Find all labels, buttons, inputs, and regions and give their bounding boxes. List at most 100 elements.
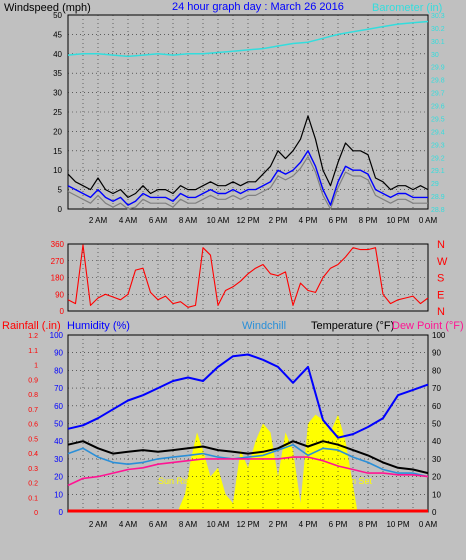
- wind-low-line: [67, 156, 428, 210]
- barometer-tick-label: 28.8: [431, 207, 445, 214]
- direction-degree-label: 0: [60, 307, 65, 316]
- wind-tick-label: 35: [53, 69, 62, 78]
- direction-compass-label: S: [437, 273, 444, 285]
- barometer-tick-label: 29.5: [431, 116, 445, 123]
- humidity-tick-label: 70: [54, 384, 63, 393]
- barometer-tick-label: 29.3: [431, 142, 445, 149]
- wind-gust-line: [67, 115, 429, 198]
- rainfall-tick-label: 0.1: [28, 495, 38, 502]
- rainfall-tick-label: 0.7: [28, 407, 38, 414]
- temperature-tick-label: 60: [432, 402, 441, 411]
- rainfall-tick-label: 0.5: [28, 436, 38, 443]
- temperature-ticks: 0 10 20 30 40 50 60 70 80 90 100: [432, 331, 446, 517]
- barometer-axis-ticks: 28.8 28.9 29 29.1 29.2 29.3 29.4 29.5 29.6 29.7 29…: [431, 13, 445, 214]
- barometer-tick-label: 29.9: [431, 65, 445, 72]
- direction-compass-label: N: [437, 306, 445, 318]
- time-tick-label: 2 PM: [269, 520, 288, 529]
- humidity-tick-label: 20: [54, 473, 63, 482]
- wind-direction-line: [67, 244, 429, 308]
- time-tick-label: 8 AM: [179, 520, 198, 529]
- humidity-tick-label: 10: [54, 490, 63, 499]
- temperature-series: [67, 353, 429, 513]
- rainfall-tick-label: 0.4: [28, 451, 38, 458]
- time-tick-label: 12 PM: [236, 520, 259, 529]
- time-tick-label: 2 AM: [89, 216, 108, 225]
- wind-tick-label: 50: [53, 11, 62, 20]
- humidity-axis-label: Humidity (%): [67, 320, 130, 332]
- wind-tick-label: 45: [53, 30, 62, 39]
- humidity-tick-label: 30: [54, 455, 63, 464]
- rainfall-axis-label: Rainfall (.in): [2, 320, 61, 332]
- time-tick-label: 4 AM: [119, 520, 138, 529]
- temperature-tick-label: 80: [432, 366, 441, 375]
- time-tick-label: 10 AM: [207, 520, 230, 529]
- wind-tick-label: 40: [53, 50, 62, 59]
- wind-tick-label: 25: [53, 108, 62, 117]
- wind-series: [67, 20, 429, 210]
- solar-radiation-area: [177, 414, 358, 512]
- humidity-tick-label: 40: [54, 437, 63, 446]
- time-tick-label: 6 AM: [149, 520, 168, 529]
- barometer-tick-label: 30.3: [431, 13, 445, 20]
- wind-axis-ticks: 0 5 10 15 20 25 30 35 40 45 50: [53, 11, 62, 214]
- barometer-tick-label: 30.1: [431, 39, 445, 46]
- temperature-tick-label: 90: [432, 349, 441, 358]
- direction-compass-label: W: [437, 256, 448, 268]
- chart-title: 24 hour graph day : March 26 2016: [172, 1, 344, 13]
- sunrise-label: Sun Rise: [158, 476, 195, 486]
- rainfall-tick-label: 0.6: [28, 422, 38, 429]
- wind-tick-label: 5: [58, 186, 63, 195]
- rainfall-tick-label: 1: [34, 363, 38, 370]
- time-tick-label: 4 PM: [299, 520, 318, 529]
- wind-tick-label: 15: [53, 147, 62, 156]
- temperature-tick-label: 50: [432, 420, 441, 429]
- temperature-legend: Temperature (°F): [311, 320, 394, 332]
- time-tick-label: 8 PM: [359, 520, 378, 529]
- solar-area: [177, 414, 358, 512]
- dewpoint-legend: Dew Point (°F): [392, 320, 464, 332]
- humidity-tick-label: 60: [54, 402, 63, 411]
- direction-degree-label: 90: [55, 290, 64, 299]
- windchill-line: [67, 443, 429, 478]
- dew-point-line: [67, 456, 429, 487]
- time-tick-label: 8 AM: [179, 216, 198, 225]
- time-tick-label: 0 AM: [419, 216, 438, 225]
- humidity-tick-label: 100: [50, 331, 64, 340]
- rainfall-tick-label: 1.2: [28, 333, 38, 340]
- wind-time-axis: 2 AM 4 AM 6 AM 8 AM 10 AM 12 PM 2 PM 4 PM 6 PM 8 …: [89, 216, 438, 225]
- rainfall-tick-label: 0: [34, 510, 38, 517]
- barometer-line: [67, 20, 429, 58]
- humidity-line: [67, 353, 429, 439]
- wind-tick-label: 0: [58, 205, 63, 214]
- rainfall-tick-label: 0.8: [28, 392, 38, 399]
- time-tick-label: 6 PM: [329, 216, 348, 225]
- rainfall-tick-label: 0.9: [28, 377, 38, 384]
- direction-degree-label: 360: [51, 240, 65, 249]
- sunset-label: Sun Set: [340, 476, 373, 486]
- barometer-tick-label: 29: [431, 181, 439, 188]
- barometer-tick-label: 29.8: [431, 78, 445, 85]
- barometer-tick-label: 29.6: [431, 104, 445, 111]
- temperature-tick-label: 40: [432, 437, 441, 446]
- humidity-tick-label: 50: [54, 420, 63, 429]
- time-tick-label: 2 PM: [269, 216, 288, 225]
- barometer-tick-label: 29.1: [431, 168, 445, 175]
- time-tick-label: 10 AM: [207, 216, 230, 225]
- temperature-grid: [68, 335, 428, 512]
- wind-tick-label: 20: [53, 127, 62, 136]
- temperature-tick-label: 10: [432, 490, 441, 499]
- direction-series: [67, 244, 429, 308]
- barometer-tick-label: 30: [431, 52, 439, 59]
- direction-compass-label: E: [437, 289, 444, 301]
- humidity-tick-label: 80: [54, 366, 63, 375]
- temperature-tick-label: 30: [432, 455, 441, 464]
- humidity-tick-label: 90: [54, 349, 63, 358]
- wind-grid: [68, 15, 428, 209]
- barometer-tick-label: 29.2: [431, 155, 445, 162]
- direction-degree-label: 270: [51, 257, 65, 266]
- time-tick-label: 4 PM: [299, 216, 318, 225]
- temperature-tick-label: 0: [432, 508, 437, 517]
